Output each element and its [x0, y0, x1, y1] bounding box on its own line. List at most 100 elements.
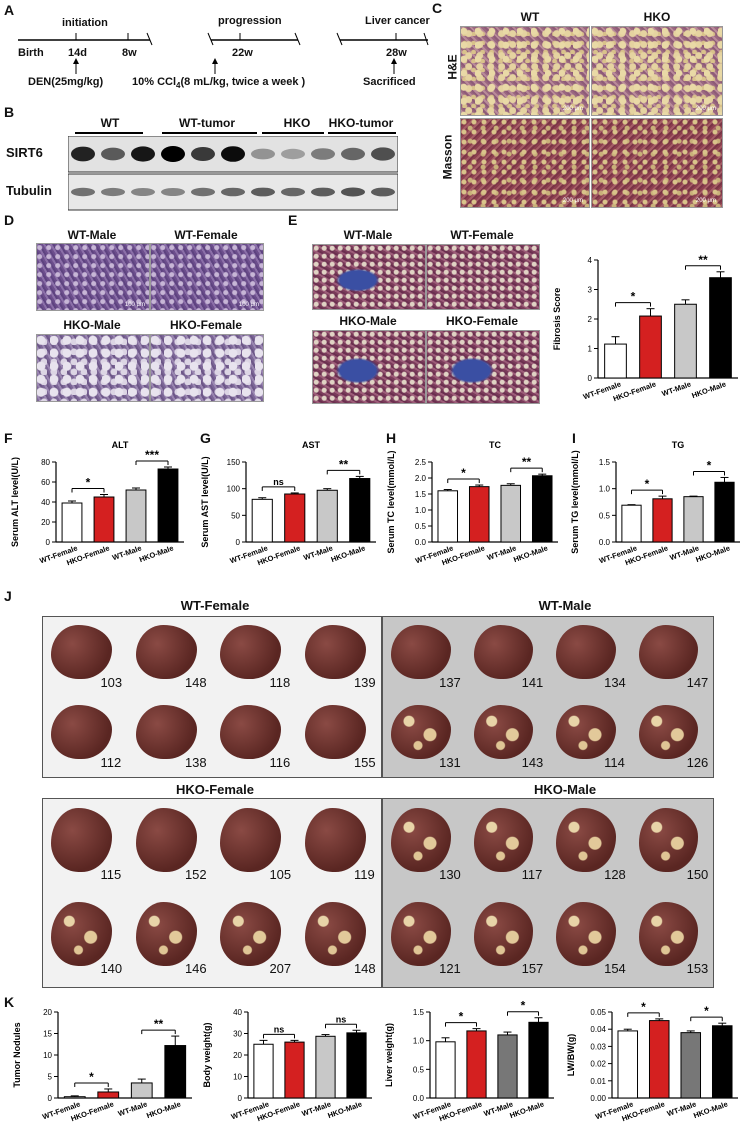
- panel-i-label: I: [572, 430, 576, 446]
- sirt6-band: [191, 147, 215, 161]
- sirt6-band: [101, 147, 125, 161]
- x-tick-label: HKO-Male: [330, 543, 367, 564]
- histo-col-wt: WT: [520, 10, 540, 24]
- specimen-number: 114: [604, 754, 625, 770]
- liver-specimen: [51, 902, 113, 967]
- y-tick-label: 0: [46, 538, 51, 547]
- liver-specimen: [304, 625, 366, 680]
- sig-label: ns: [274, 1024, 285, 1034]
- liver-specimen: [391, 902, 451, 967]
- y-tick-label: 20: [233, 1051, 242, 1060]
- j-title-wt-female: WT-Female: [180, 598, 250, 613]
- x-tick-label: HKO-Male: [326, 1099, 363, 1120]
- x-tick-label: WT-Male: [302, 543, 334, 562]
- bar: [639, 315, 662, 379]
- y-axis-label: Serum ALT level(U/L): [10, 457, 20, 547]
- liver-specimen: [135, 902, 197, 967]
- specimen-number: 152: [184, 866, 207, 882]
- liver-specimen: [135, 705, 197, 760]
- timeline-diagram: [18, 32, 429, 74]
- specimen-number: 155: [353, 754, 376, 770]
- specimen-number: 153: [686, 960, 709, 976]
- wb-group-hko-tumor: HKO-tumor: [328, 116, 394, 130]
- j-wt-male-panel: 137 141 134 147 131 143 114 126: [382, 616, 714, 778]
- j-hko-male-panel: 130 117 128 150 121 157 154 153: [382, 798, 714, 988]
- y-tick-label: 0.5: [413, 1065, 425, 1074]
- specimen-number: 148: [353, 960, 376, 976]
- x-tick-label: HKO-Male: [138, 543, 175, 564]
- sirt6-band: [71, 146, 95, 162]
- bar: [437, 490, 459, 543]
- bar: [680, 1032, 702, 1099]
- bar: [435, 1041, 456, 1099]
- tubulin-band: [281, 187, 305, 197]
- wb-row-tubulin: Tubulin: [6, 183, 52, 198]
- d-title-hko-male: HKO-Male: [63, 318, 121, 332]
- specimen-number: 147: [686, 674, 709, 690]
- bar: [648, 1020, 670, 1099]
- e-wt-female-image: [426, 244, 540, 310]
- liver-specimen: [51, 705, 113, 760]
- bar: [709, 277, 732, 379]
- liver-specimen: [220, 705, 282, 760]
- panel-h-label: H: [386, 430, 397, 446]
- y-tick-label: 5: [48, 1073, 53, 1082]
- sig-label: *: [521, 1000, 526, 1013]
- liver-weight-chart: Liver weight(g)0.00.51.01.5WT-FemaleHKO-…: [384, 1000, 554, 1123]
- x-tick-label: HKO-Male: [692, 1099, 729, 1120]
- y-tick-label: 80: [41, 458, 50, 467]
- specimen-number: 139: [353, 674, 376, 690]
- y-axis-label: Body weight(g): [202, 1023, 212, 1088]
- specimen-number: 138: [184, 754, 207, 770]
- liver-specimen: [51, 808, 113, 873]
- bar: [157, 468, 179, 543]
- y-tick-label: 50: [231, 511, 240, 520]
- y-tick-label: 1.0: [413, 1037, 425, 1046]
- panel-j-label: J: [4, 588, 12, 604]
- bar: [468, 486, 490, 543]
- chart-title: TC: [489, 440, 501, 450]
- chart-title: ALT: [112, 440, 129, 450]
- sig-label: **: [522, 455, 532, 469]
- bar: [284, 1041, 305, 1099]
- y-tick-label: 0.5: [599, 511, 611, 520]
- y-tick-label: 2.0: [415, 474, 427, 483]
- specimen-number: 143: [521, 754, 544, 770]
- y-tick-label: 0: [238, 1094, 243, 1103]
- y-tick-label: 0.5: [415, 522, 427, 531]
- wb-group-hko: HKO: [283, 116, 311, 130]
- y-tick-label: 100: [227, 485, 241, 494]
- sirt6-band: [311, 148, 335, 160]
- bar: [466, 1030, 487, 1099]
- bar: [97, 1091, 120, 1099]
- he-hko-image: 200 μm: [591, 26, 723, 116]
- panel-c-label: C: [432, 0, 443, 16]
- tc-chart: TC Serum TC level(mmol/L) 0.0 0.5 1.0 1.5 2.0 2…: [386, 440, 558, 567]
- specimen-number: 141: [521, 674, 544, 690]
- liver-specimen: [473, 808, 534, 873]
- x-tick-label: WT-Male: [117, 1099, 149, 1118]
- specimen-number: 121: [439, 960, 461, 976]
- y-axis-label: Fibrosis Score: [552, 288, 562, 351]
- sirt6-band: [131, 146, 155, 162]
- liver-specimen: [638, 625, 699, 680]
- sirt6-band: [341, 147, 365, 161]
- tubulin-band: [251, 187, 275, 197]
- bar: [531, 475, 553, 543]
- bar: [674, 303, 697, 379]
- x-tick-label: HKO-Male: [512, 543, 549, 564]
- y-tick-label: 0.0: [413, 1094, 425, 1103]
- y-tick-label: 0: [236, 538, 241, 547]
- sig-label: *: [89, 1070, 94, 1084]
- d-title-hko-female: HKO-Female: [169, 318, 243, 332]
- tubulin-band: [221, 187, 245, 197]
- y-tick-label: 1.0: [415, 506, 427, 515]
- x-tick-label: HKO-Male: [694, 543, 731, 564]
- x-tick-label: HKO-Male: [508, 1099, 545, 1120]
- specimen-number: 103: [100, 674, 123, 690]
- wb-group-wt-tumor: WT-tumor: [179, 116, 235, 130]
- y-tick-label: 0.01: [590, 1077, 606, 1086]
- specimen-number: 148: [184, 674, 207, 690]
- liver-specimen: [391, 705, 451, 760]
